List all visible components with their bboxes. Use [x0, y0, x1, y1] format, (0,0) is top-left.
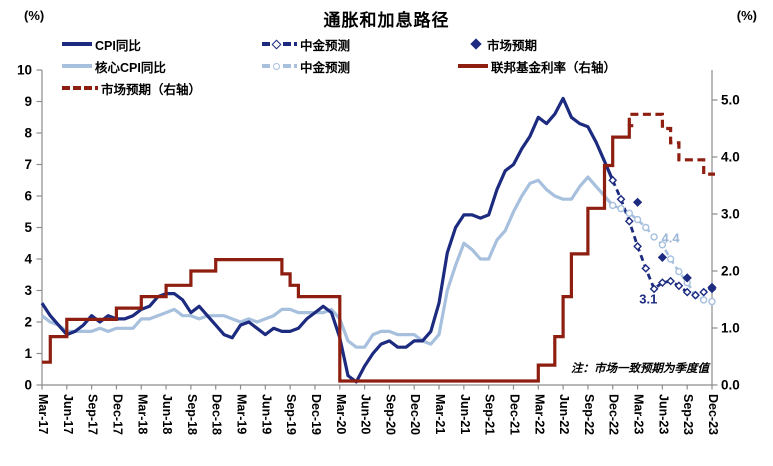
- cpi-line-swatch-icon: [62, 42, 92, 46]
- annotation-3.1: 3.1: [639, 292, 657, 307]
- x-axis-tick-label: Jun-21: [458, 394, 472, 434]
- x-axis-tick-label: Sep-20: [383, 394, 397, 435]
- legend-item-fed-funds: 联邦基金利率（右轴）: [458, 58, 617, 75]
- right-axis-tick-label: 1.0: [721, 321, 740, 336]
- dashed-diamond-swatch-icon: [262, 39, 297, 49]
- x-axis-tick-label: Dec-17: [110, 394, 124, 435]
- left-axis-tick-label: 3: [24, 283, 32, 298]
- dashed-circle-swatch-icon: [262, 62, 297, 70]
- left-axis-unit: (%): [24, 8, 45, 23]
- left-axis-tick-label: 0: [24, 378, 32, 393]
- x-axis-tick-label: Jun-18: [160, 394, 174, 434]
- x-axis-tick-label: Jun-17: [61, 394, 75, 434]
- legend-item-market-expectation: 市场预期: [468, 36, 538, 53]
- fed-line-swatch-icon: [458, 64, 488, 68]
- legend-label: 核心CPI同比: [95, 60, 166, 75]
- annotation-4.4: 4.4: [662, 231, 681, 246]
- legend-label: 中金预测: [300, 38, 351, 53]
- x-axis-tick-label: Mar-20: [334, 394, 348, 434]
- right-axis-tick-label: 2.0: [721, 264, 740, 279]
- left-axis-tick-label: 5: [24, 220, 32, 235]
- right-axis-unit: (%): [736, 8, 757, 23]
- left-axis-tick-label: 8: [24, 126, 32, 141]
- x-axis-tick-label: Sep-21: [483, 394, 497, 435]
- legend-label: 市场预期: [487, 38, 538, 53]
- left-axis-tick-label: 1: [24, 346, 32, 361]
- right-axis-tick-label: 4.0: [721, 150, 740, 165]
- x-axis-tick-label: Jun-22: [557, 394, 571, 434]
- x-axis-tick-label: Jun-23: [656, 394, 670, 434]
- legend-item-cicc-core-forecast: 中金预测: [262, 58, 351, 75]
- x-axis-tick-label: Dec-18: [210, 394, 224, 435]
- x-axis-tick-label: Sep-22: [582, 394, 596, 435]
- axes: [36, 69, 718, 390]
- x-axis-tick-label: Mar-17: [36, 394, 50, 434]
- left-axis-tick-label: 2: [24, 315, 32, 330]
- legend-label: 联邦基金利率（右轴）: [491, 60, 617, 75]
- x-axis-tick-label: Sep-18: [185, 394, 199, 435]
- series-core-cpi: [41, 175, 614, 349]
- x-axis-tick-label: Mar-21: [433, 394, 447, 434]
- market-expectation-points: [633, 197, 717, 292]
- x-axis-tick-label: Dec-21: [508, 394, 522, 435]
- left-axis-tick-label: 4: [24, 252, 32, 267]
- x-axis-tick-label: Sep-23: [681, 394, 695, 435]
- x-axis-tick-label: Jun-19: [259, 394, 273, 434]
- series-cpi: [40, 96, 615, 384]
- x-axis-tick-label: Dec-22: [607, 394, 621, 435]
- red-dashed-swatch-icon: [62, 86, 98, 90]
- left-axis-tick-label: 9: [24, 94, 32, 109]
- core-line-swatch-icon: [62, 64, 92, 68]
- legend-label: CPI同比: [95, 38, 141, 53]
- series-fed-funds: [42, 124, 634, 383]
- x-axis-tick-label: Sep-17: [86, 394, 100, 435]
- right-axis-tick-label: 3.0: [721, 207, 740, 222]
- legend-item-core-cpi: 核心CPI同比: [62, 58, 166, 75]
- x-axis-tick-label: Jun-20: [359, 394, 373, 434]
- x-axis-tick-label: Mar-22: [532, 394, 546, 434]
- legend-label: 中金预测: [300, 60, 351, 75]
- x-axis-tick-label: Dec-20: [408, 394, 422, 435]
- series-fed-market-expectation: [627, 112, 715, 176]
- x-axis-tick-label: Dec-19: [309, 394, 323, 435]
- legend-item-fed-market-expectation: 市场预期（右轴）: [62, 80, 202, 97]
- right-axis-tick-label: 5.0: [721, 93, 740, 108]
- legend-item-cpi: CPI同比: [62, 36, 141, 53]
- chart-footnote: 注：市场一致预期为季度值: [571, 363, 709, 375]
- x-axis-tick-label: Mar-19: [235, 394, 249, 434]
- left-axis-tick-label: 10: [17, 63, 32, 78]
- x-axis-tick-label: Dec-23: [706, 394, 720, 435]
- right-axis-tick-label: 0.0: [721, 378, 740, 393]
- x-axis-tick-label: Sep-19: [284, 394, 298, 435]
- legend-item-cicc-cpi-forecast: 中金预测: [262, 36, 351, 53]
- x-axis-tick-label: Mar-18: [135, 394, 149, 434]
- left-axis-tick-label: 7: [24, 157, 32, 172]
- x-axis-tick-label: Mar-23: [632, 394, 646, 434]
- legend-label: 市场预期（右轴）: [101, 82, 202, 97]
- chart-title: 通胀和加息路径: [323, 11, 450, 30]
- left-axis-tick-label: 6: [24, 189, 32, 204]
